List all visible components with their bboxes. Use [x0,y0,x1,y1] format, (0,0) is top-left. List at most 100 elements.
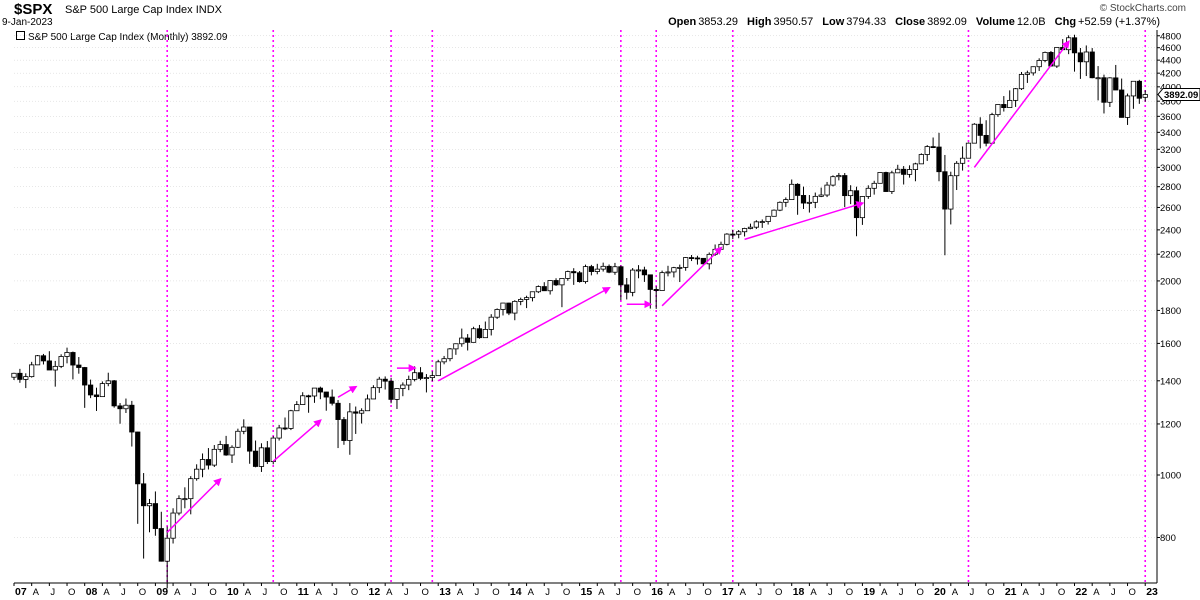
candle [671,266,677,278]
candle-body [23,376,29,380]
candle [936,132,942,182]
candle [842,173,848,208]
candle-body [995,104,1001,116]
x-tick-label: O [209,587,216,598]
candle [912,162,919,182]
candle-body [235,430,241,448]
candle [87,379,94,399]
candle [1024,70,1030,83]
candle-body [400,384,406,389]
candle [1130,80,1137,109]
candle [1071,34,1078,72]
candle-body [901,168,907,175]
candle-body [423,377,430,380]
y-tick-label: 2600 [1160,203,1181,214]
x-tick-label: J [333,587,338,598]
trend-arrow [661,246,723,307]
candle-body [211,448,217,466]
candle-body [930,146,936,149]
candle-body [199,459,206,470]
candle [954,161,960,191]
candle-body [317,387,323,393]
candle-body [612,266,618,273]
candle-body [300,395,306,405]
candle [258,443,265,472]
candle-body [488,316,494,330]
candle-body [582,266,589,283]
candle-body [99,383,105,398]
x-tick-label: A [103,587,110,598]
candle [288,409,294,431]
candle [965,142,972,159]
candle [1089,48,1095,79]
candle-body [447,348,453,360]
x-tick-label: 18 [793,586,805,598]
x-tick-label: O [351,587,358,598]
candle-body [948,175,954,210]
x-tick-label: J [545,587,550,598]
candle-body [859,196,866,219]
y-tick-label: 4600 [1160,43,1181,54]
candle-body [777,201,783,211]
candle-body [506,302,512,314]
symbol-label[interactable]: $SPX [14,1,53,18]
candle-body [989,114,995,144]
candle [759,219,765,228]
candle-body [541,286,547,292]
x-tick-label: J [1111,587,1116,598]
candle-body [1030,66,1036,74]
candle [1007,90,1013,108]
candle-body [824,184,830,196]
y-tick-label: 3200 [1160,145,1181,156]
x-tick-label: J [828,587,833,598]
candle [164,526,170,589]
candle-body [1012,88,1019,101]
candle-body [252,450,259,467]
candle [229,445,235,463]
candle [423,374,430,393]
candle-body [17,372,23,380]
quote-bar: Open 3853.29 High 3950.57 Low 3794.33 Close… [662,16,1160,28]
candle [152,491,159,536]
candle-body [217,444,223,450]
stockcharts-watermark[interactable]: © StockCharts.com [1099,3,1186,14]
open-value: 3853.29 [698,16,738,28]
candle-body [665,271,671,274]
candle [959,146,966,171]
candle-body [518,299,524,302]
candle [359,408,365,424]
candle-body [871,182,877,189]
candle [836,172,842,181]
candle [612,262,618,275]
candle [364,394,371,412]
candle-body [895,168,901,174]
candle-body [482,329,488,339]
candle-body [942,171,948,210]
candle-body [1136,80,1142,99]
candle [23,373,29,389]
chart-date: 9-Jan-2023 [2,17,53,28]
x-tick-label: J [1040,587,1045,598]
candle-body [918,154,924,165]
candle [641,266,648,282]
candle [99,381,105,398]
candle-body [1107,77,1113,103]
candle [488,314,494,336]
candle-body [364,398,371,412]
candle [853,186,860,237]
chg-label: Chg [1054,16,1077,28]
x-tick-label: A [669,587,676,598]
candle [1119,78,1125,118]
trend-arrow [272,419,322,462]
candle-body [64,352,70,357]
candle-body [959,157,966,164]
candle [559,278,565,308]
candle [794,183,801,215]
candle [217,440,223,453]
candle-body [1142,94,1148,98]
trend-arrow [337,385,358,398]
y-tick-label: 3000 [1160,163,1181,174]
candle [476,324,483,339]
candle-body [465,337,471,343]
